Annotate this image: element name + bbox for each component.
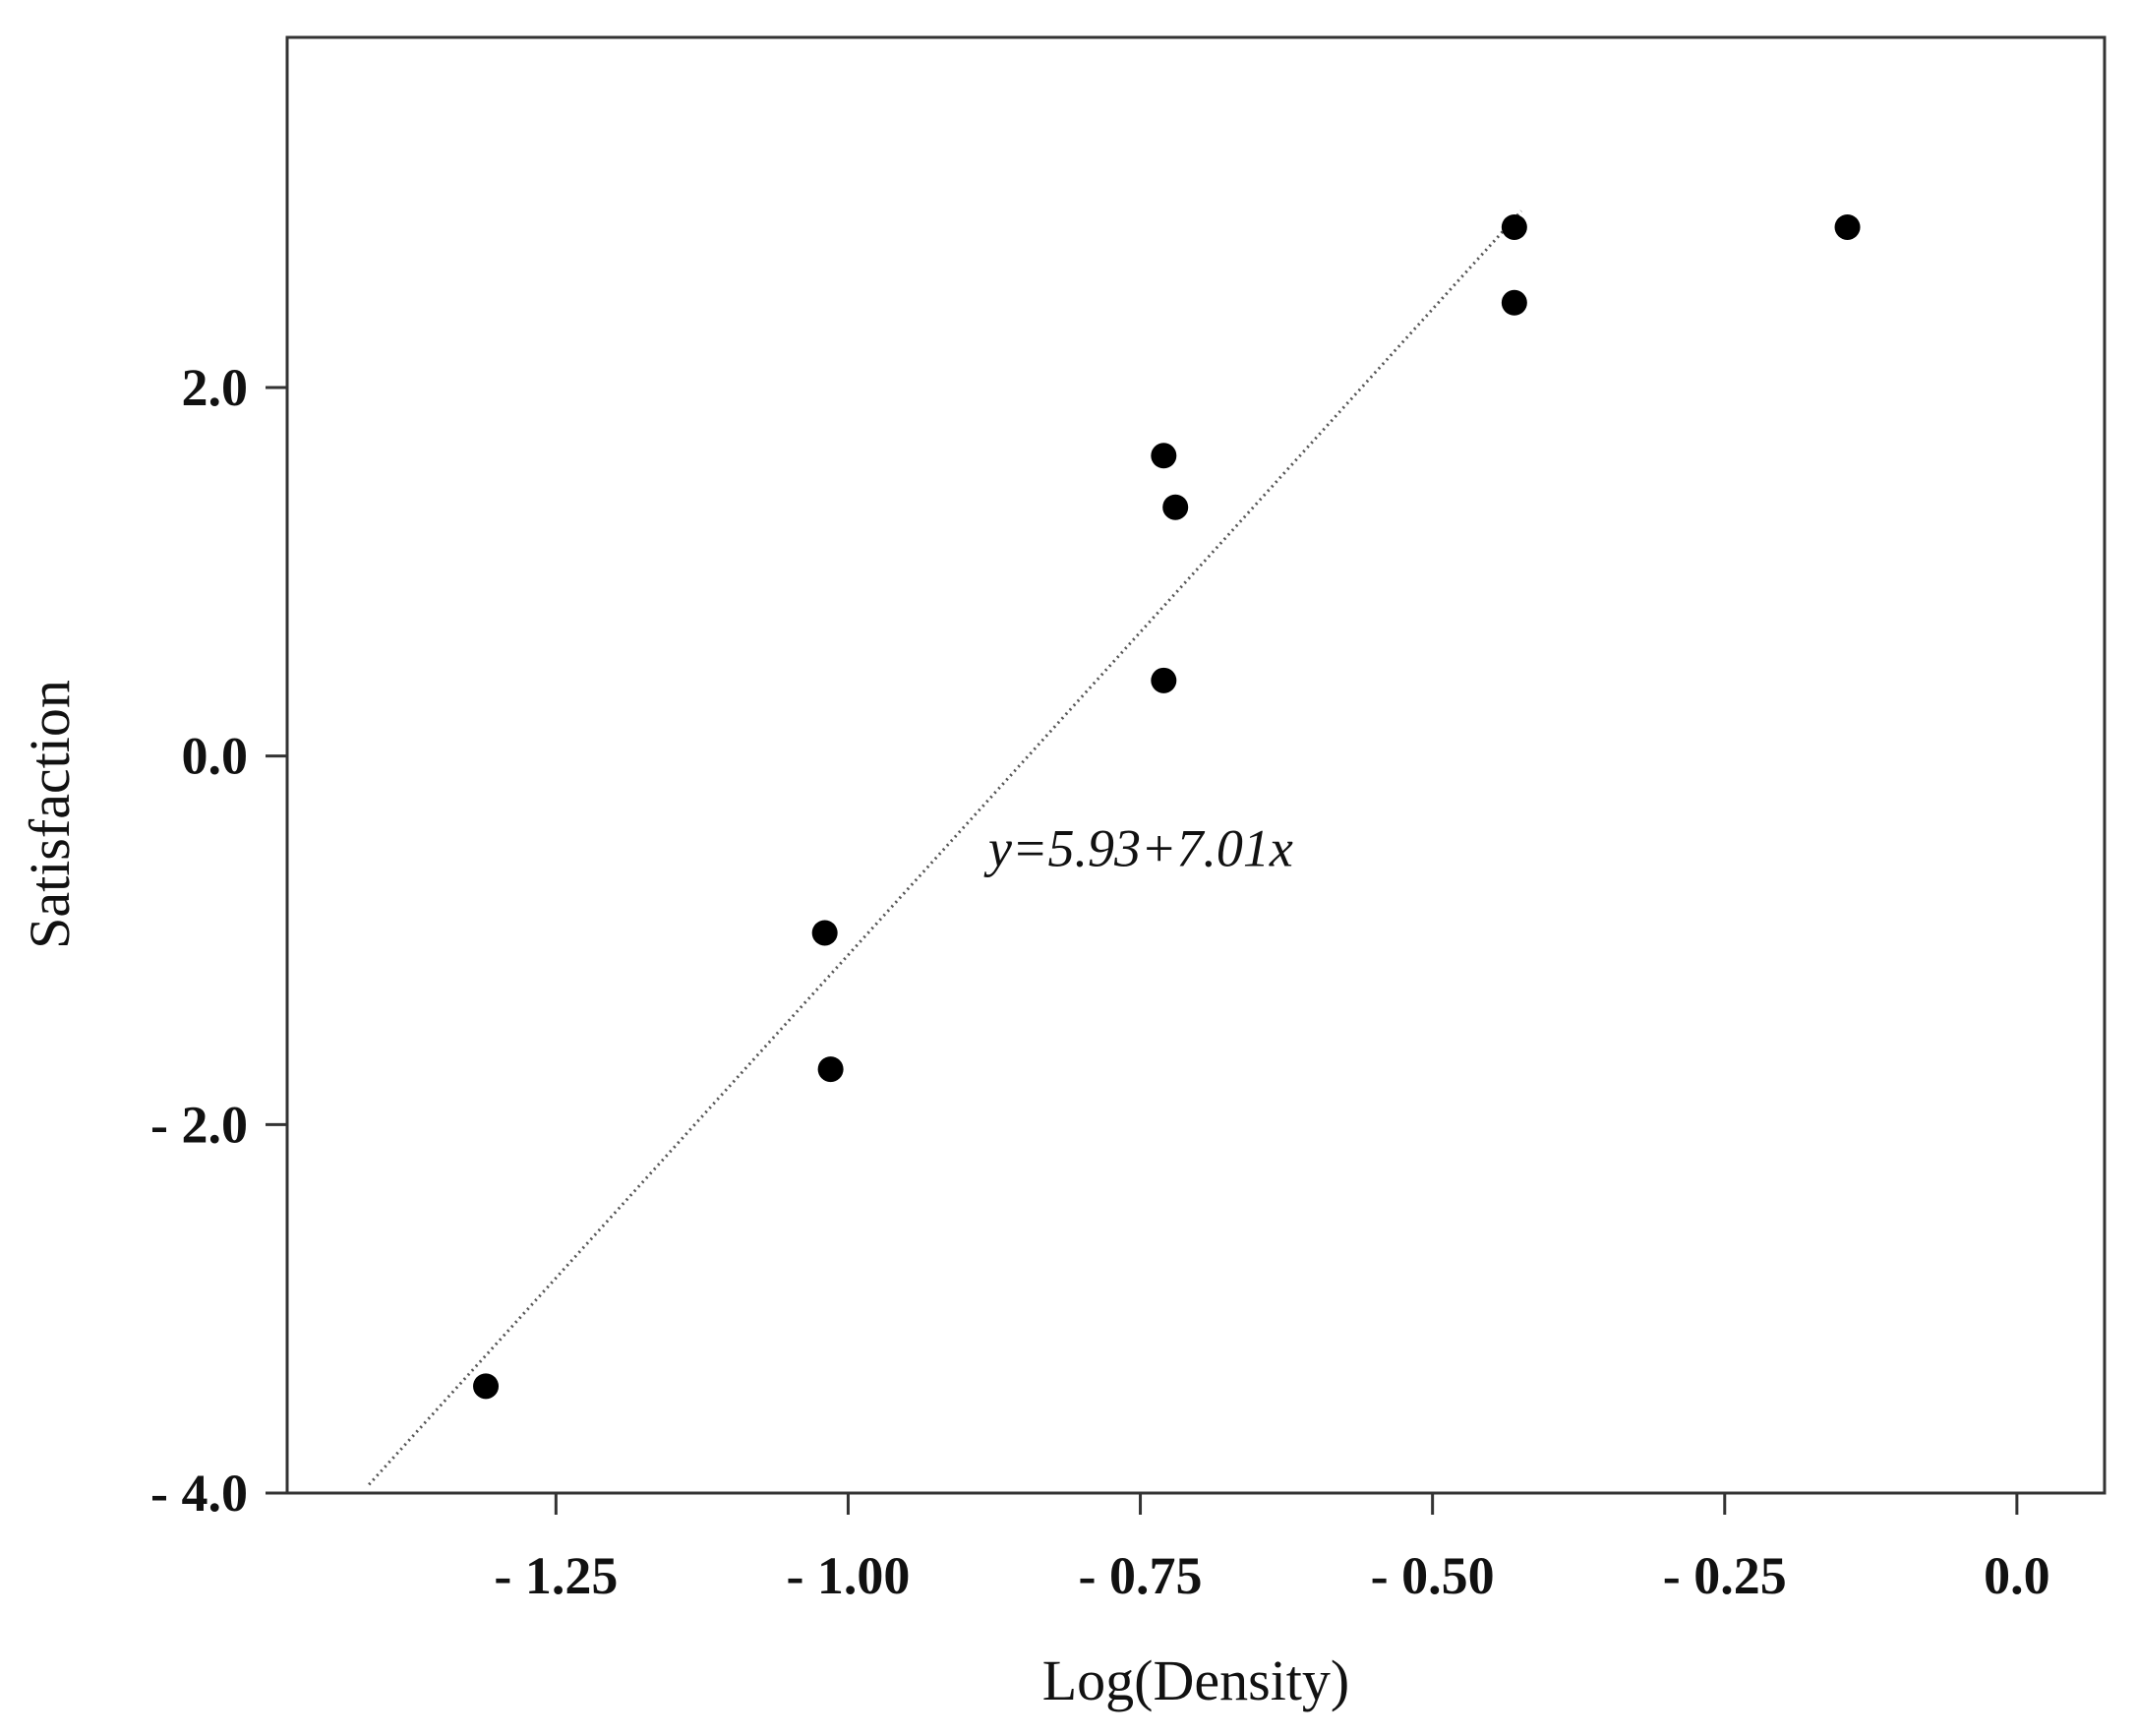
data-point <box>1834 213 1861 240</box>
data-point <box>1501 213 1527 240</box>
data-point <box>817 1056 844 1083</box>
y-tick-label: 0.0 <box>182 727 249 786</box>
x-tick-label: - 1.25 <box>494 1546 618 1605</box>
y-axis-ticks: - 4.0 - 2.0 0.0 2.0 <box>150 358 287 1523</box>
data-point <box>1501 289 1527 316</box>
x-axis-ticks: - 1.25 - 1.00 - 0.75 - 0.50 - 0.25 0.0 <box>494 1493 2050 1605</box>
data-point <box>473 1373 500 1400</box>
y-axis-title: Satisfaction <box>18 680 82 949</box>
y-tick-label: 2.0 <box>182 358 249 417</box>
y-tick-label: - 2.0 <box>150 1095 248 1154</box>
y-tick-label: - 4.0 <box>150 1464 248 1523</box>
regression-equation: y=5.93+7.01x <box>983 818 1293 877</box>
data-point <box>811 920 838 946</box>
annotations: y=5.93+7.01x <box>983 818 1293 877</box>
data-points <box>473 213 1861 1400</box>
data-point <box>1162 494 1189 520</box>
data-point <box>1151 443 1177 469</box>
regression-line <box>368 210 1523 1486</box>
data-point <box>1151 667 1177 693</box>
x-axis-title: Log(Density) <box>1042 1648 1350 1712</box>
plot-frame <box>285 35 2107 1495</box>
x-tick-label: - 0.50 <box>1371 1546 1495 1605</box>
x-tick-label: - 0.25 <box>1663 1546 1787 1605</box>
x-tick-label: 0.0 <box>1984 1546 2050 1605</box>
x-tick-label: - 1.00 <box>786 1546 910 1605</box>
x-tick-label: - 0.75 <box>1079 1546 1203 1605</box>
